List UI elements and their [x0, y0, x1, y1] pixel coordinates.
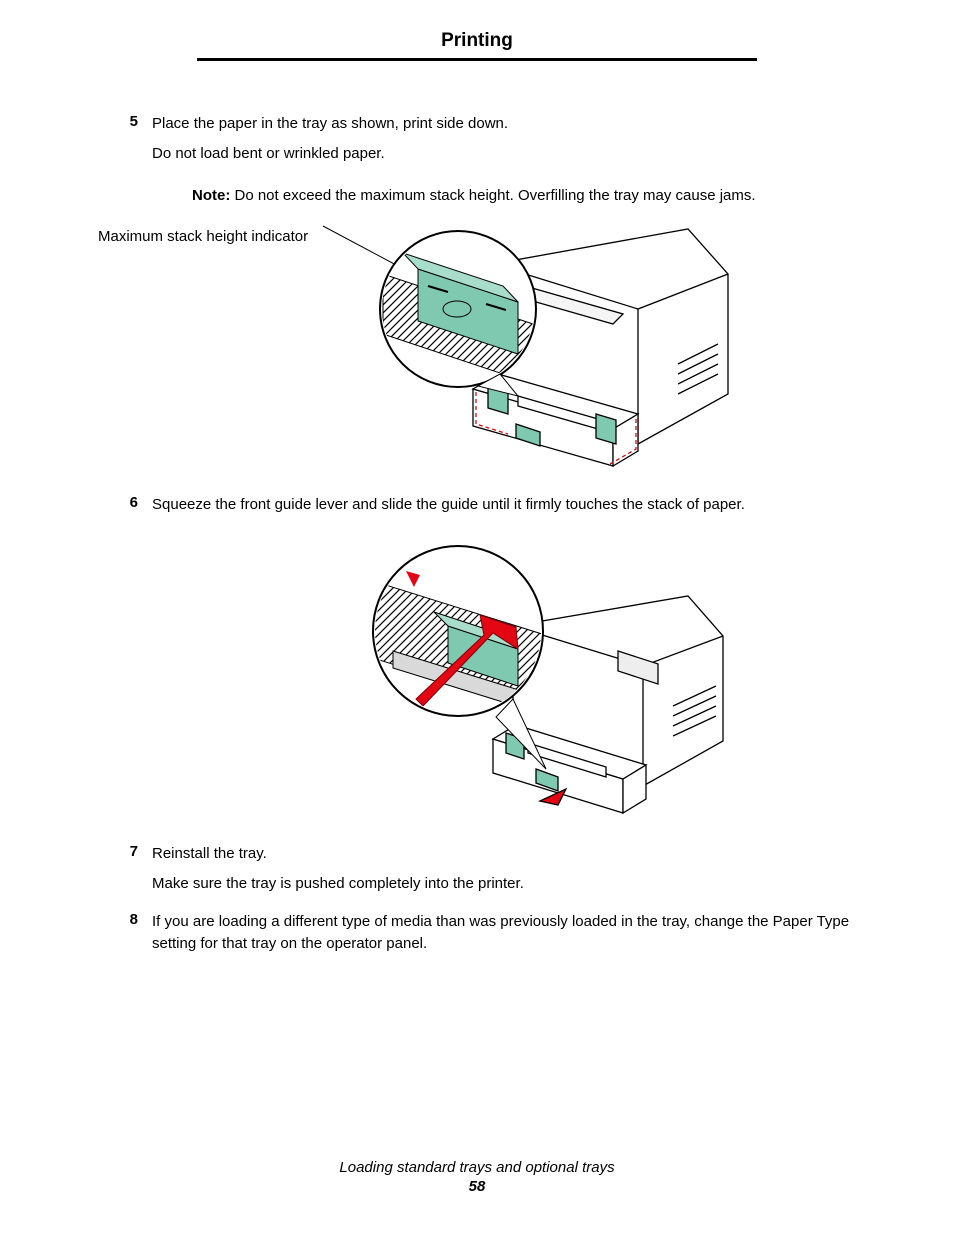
- step-text: Reinstall the tray.: [152, 843, 856, 865]
- step-text: Place the paper in the tray as shown, pr…: [152, 113, 856, 135]
- header-rule: [197, 58, 757, 61]
- step-text: Do not load bent or wrinkled paper.: [152, 143, 856, 165]
- footer-page-number: 58: [0, 1178, 954, 1195]
- step-number: 8: [98, 911, 152, 963]
- step-6: 6 Squeeze the front guide lever and slid…: [98, 494, 856, 524]
- figure-printer-tray-front-guide: [218, 531, 758, 831]
- page-header-title: Printing: [98, 30, 856, 58]
- footer-section-title: Loading standard trays and optional tray…: [0, 1159, 954, 1176]
- note: Note: Do not exceed the maximum stack he…: [192, 187, 856, 204]
- step-text: Squeeze the front guide lever and slide …: [152, 494, 856, 516]
- step-8: 8 If you are loading a different type of…: [98, 911, 856, 963]
- step-text: If you are loading a different type of m…: [152, 911, 856, 955]
- step-number: 7: [98, 843, 152, 903]
- step-number: 5: [98, 113, 152, 173]
- step-text: Make sure the tray is pushed completely …: [152, 873, 856, 895]
- step-7: 7 Reinstall the tray. Make sure the tray…: [98, 843, 856, 903]
- note-label: Note:: [192, 187, 230, 204]
- step-5: 5 Place the paper in the tray as shown, …: [98, 113, 856, 173]
- step-number: 6: [98, 494, 152, 524]
- note-text: Do not exceed the maximum stack height. …: [230, 187, 755, 204]
- figure-printer-tray-stack-height: [218, 214, 758, 484]
